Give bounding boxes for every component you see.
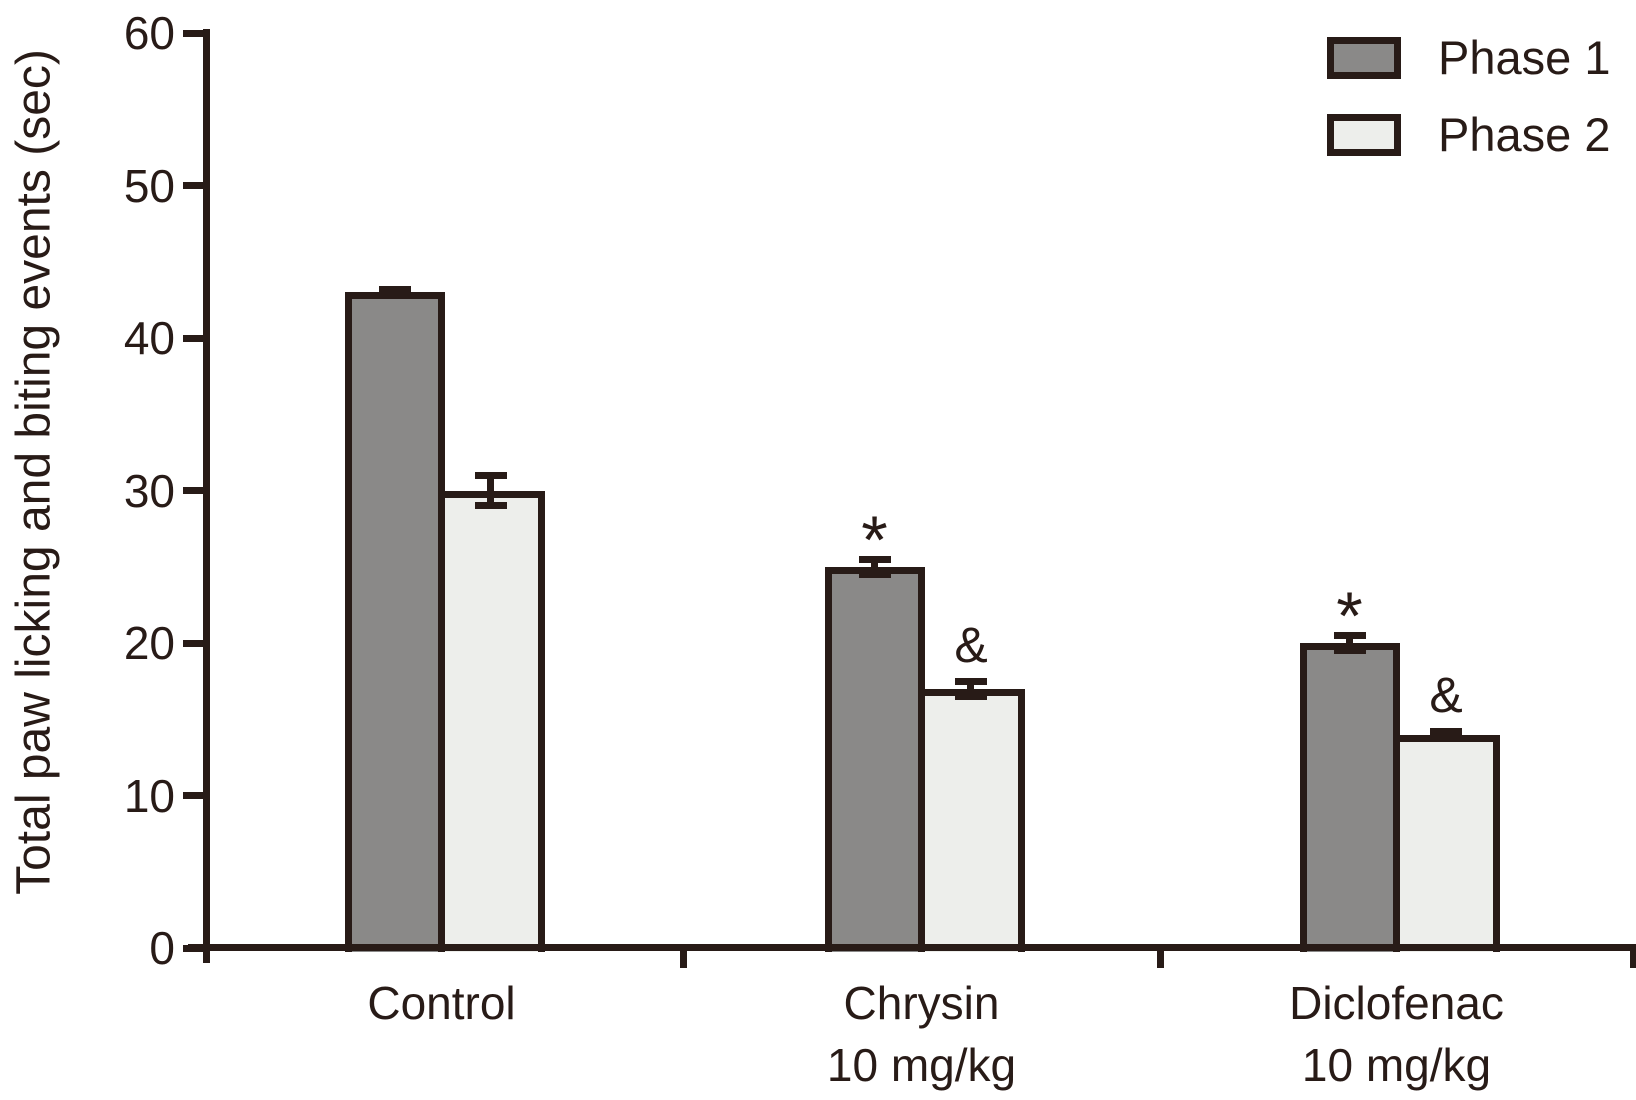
y-axis-tick [183,334,203,342]
bar-phase-2-chrysin [917,688,1025,952]
significance-marker-phase-2-chrysin: & [954,617,988,674]
significance-marker-phase-1-diclofenac: * [1336,578,1363,655]
legend-item-phase-2: Phase 2 [1327,107,1610,162]
bar-phase-1-diclofenac [1299,643,1400,952]
y-axis-tick [183,639,203,647]
category-label-chrysin: Chrysin 10 mg/kg [702,972,1142,1096]
y-tick-label: 40 [123,312,175,364]
x-axis-tick [679,944,687,968]
legend: Phase 1 Phase 2 [1327,30,1610,184]
category-label-diclofenac: Diclofenac 10 mg/kg [1177,972,1617,1096]
category-label-line: Control [367,977,516,1029]
bar-phase-2-diclofenac [1392,734,1500,952]
y-axis-line [203,29,210,963]
significance-marker-phase-2-diclofenac: & [1429,667,1463,724]
error-bar-stem [1345,631,1353,655]
bar-phase-1-chrysin [824,566,925,952]
legend-label-phase-2: Phase 2 [1438,108,1611,161]
error-bar-phase-1-diclofenac [1333,631,1366,655]
y-tick-label: 10 [123,769,175,822]
phase-1-swatch [1327,36,1401,79]
legend-label-phase-1: Phase 1 [1438,31,1611,84]
legend-item-phase-1: Phase 1 [1327,30,1610,85]
error-bar-phase-2-chrysin [955,677,987,700]
y-tick-label: 20 [123,617,175,669]
error-bar-stem [487,471,494,510]
category-label-line: Diclofenac [1289,977,1504,1029]
error-bar-phase-2-diclofenac [1430,727,1462,742]
error-bar-stem [870,555,878,578]
error-bar-stem [1442,727,1449,742]
y-tick-label: 0 [149,922,175,974]
category-label-control: Control [222,972,662,1034]
phase-2-swatch [1327,113,1401,156]
error-bar-phase-1-chrysin [858,555,891,578]
error-bar-phase-2-control [475,471,507,510]
x-axis-tick [1156,944,1164,968]
category-label-line: Chrysin [843,977,1000,1029]
y-tick-label: 50 [123,159,175,212]
error-bar-phase-1-control [378,285,411,299]
x-axis-line [188,944,1633,951]
category-label-line: 10 mg/kg [826,1039,1017,1091]
y-axis-tick [183,29,203,37]
error-bar-stem [390,285,398,299]
bar-phase-1-control [344,292,445,952]
x-axis-tick [1629,944,1636,968]
significance-marker-phase-1-chrysin: * [861,502,888,579]
y-axis-tick [183,487,203,494]
y-tick-label: 60 [123,7,175,59]
y-axis-tick [183,792,203,799]
bar-phase-2-control [437,490,545,952]
y-axis-tick [183,182,203,189]
error-bar-stem [967,677,974,700]
y-tick-label: 30 [123,464,175,517]
category-label-line: 10 mg/kg [1301,1039,1492,1091]
